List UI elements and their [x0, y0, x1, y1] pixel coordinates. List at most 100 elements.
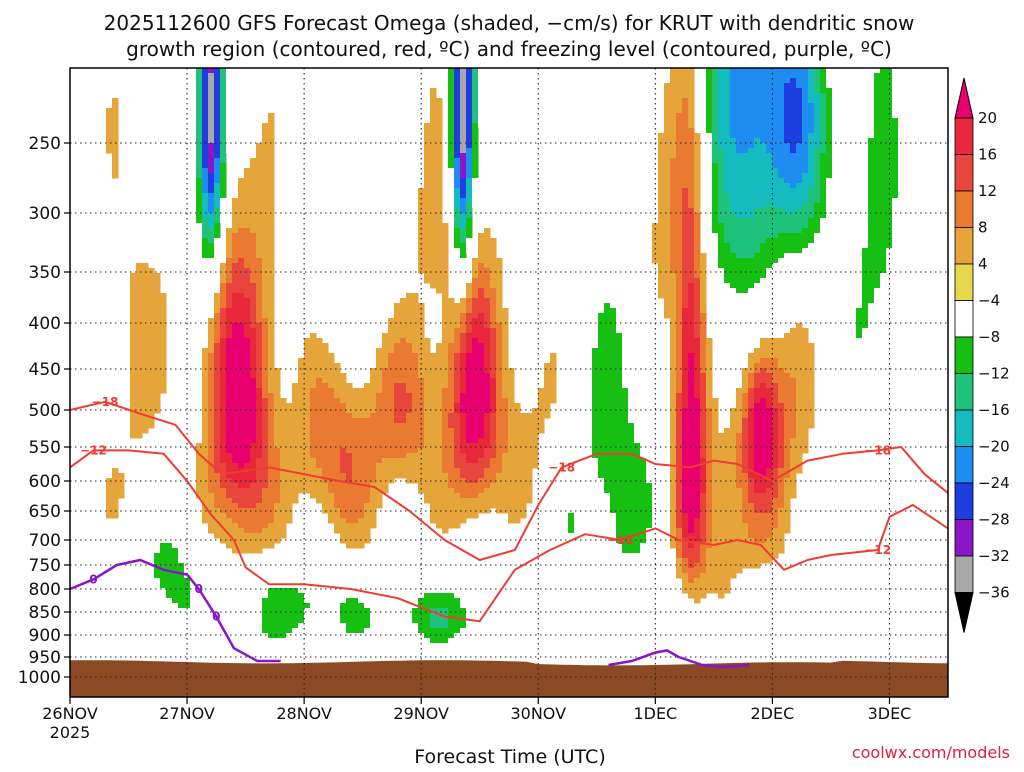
omega-cell	[730, 138, 737, 144]
omega-cell	[682, 133, 689, 139]
omega-cell	[418, 343, 425, 349]
omega-cell	[868, 68, 875, 74]
omega-cell	[862, 348, 869, 354]
omega-cell	[706, 73, 713, 79]
omega-cell	[478, 343, 485, 349]
omega-cell	[778, 153, 785, 159]
omega-cell	[262, 168, 269, 174]
omega-cell	[772, 248, 779, 254]
omega-cell	[448, 403, 455, 409]
omega-cell	[142, 323, 149, 329]
omega-cell	[682, 243, 689, 249]
omega-cell	[658, 243, 665, 249]
omega-cell	[760, 113, 767, 119]
omega-cell	[766, 148, 773, 154]
omega-cell	[160, 343, 167, 349]
omega-cell	[370, 203, 377, 209]
omega-cell	[328, 243, 335, 249]
omega-cell	[766, 138, 773, 144]
omega-cell	[430, 243, 437, 249]
omega-cell	[796, 103, 803, 109]
omega-cell	[856, 188, 863, 194]
omega-cell	[616, 248, 623, 254]
omega-cell	[586, 328, 593, 334]
omega-cell	[868, 238, 875, 244]
omega-cell	[430, 248, 437, 254]
omega-cell	[706, 403, 713, 409]
omega-cell	[214, 373, 221, 379]
omega-cell	[544, 363, 551, 369]
omega-cell	[700, 348, 707, 354]
omega-cell	[442, 323, 449, 329]
omega-cell	[802, 193, 809, 199]
omega-cell	[796, 363, 803, 369]
omega-cell	[844, 318, 851, 324]
omega-cell	[772, 238, 779, 244]
omega-cell	[874, 183, 881, 189]
omega-cell	[880, 263, 887, 269]
omega-cell	[436, 343, 443, 349]
omega-cell	[160, 293, 167, 299]
omega-cell	[892, 303, 899, 309]
omega-cell	[496, 268, 503, 274]
omega-cell	[856, 223, 863, 229]
omega-cell	[580, 393, 587, 399]
omega-cell	[874, 128, 881, 134]
omega-cell	[202, 153, 209, 159]
omega-cell	[604, 283, 611, 289]
omega-cell	[238, 318, 245, 324]
omega-cell	[670, 343, 677, 349]
omega-cell	[322, 193, 329, 199]
omega-cell	[826, 233, 833, 239]
omega-cell	[754, 198, 761, 204]
omega-cell	[676, 148, 683, 154]
omega-cell	[322, 208, 329, 214]
omega-cell	[112, 163, 119, 169]
omega-cell	[460, 223, 467, 229]
omega-cell	[220, 268, 227, 274]
omega-cell	[412, 388, 419, 394]
omega-cell	[820, 93, 827, 99]
omega-cell	[832, 218, 839, 224]
omega-cell	[316, 108, 323, 114]
omega-cell	[364, 148, 371, 154]
omega-cell	[460, 123, 467, 129]
omega-cell	[478, 98, 485, 104]
omega-cell	[676, 363, 683, 369]
omega-cell	[676, 243, 683, 249]
omega-cell	[130, 288, 137, 294]
omega-cell	[904, 268, 911, 274]
omega-cell	[610, 298, 617, 304]
omega-cell	[418, 323, 425, 329]
omega-cell	[424, 248, 431, 254]
omega-cell	[370, 373, 377, 379]
omega-cell	[868, 128, 875, 134]
omega-cell	[892, 168, 899, 174]
omega-cell	[766, 193, 773, 199]
omega-cell	[676, 263, 683, 269]
omega-cell	[670, 283, 677, 289]
omega-cell	[886, 113, 893, 119]
omega-cell	[898, 233, 905, 239]
omega-cell	[208, 378, 215, 384]
omega-cell	[142, 283, 149, 289]
omega-cell	[784, 133, 791, 139]
omega-cell	[412, 308, 419, 314]
omega-cell	[304, 133, 311, 139]
omega-cell	[592, 288, 599, 294]
omega-cell	[670, 263, 677, 269]
omega-cell	[682, 348, 689, 354]
omega-cell	[142, 388, 149, 394]
omega-cell	[304, 388, 311, 394]
omega-cell	[664, 113, 671, 119]
omega-cell	[748, 403, 755, 409]
omega-cell	[658, 168, 665, 174]
omega-cell	[610, 273, 617, 279]
omega-cell	[868, 328, 875, 334]
omega-cell	[748, 393, 755, 399]
omega-cell	[892, 108, 899, 114]
omega-cell	[904, 273, 911, 279]
omega-cell	[130, 283, 137, 289]
omega-cell	[748, 288, 755, 294]
